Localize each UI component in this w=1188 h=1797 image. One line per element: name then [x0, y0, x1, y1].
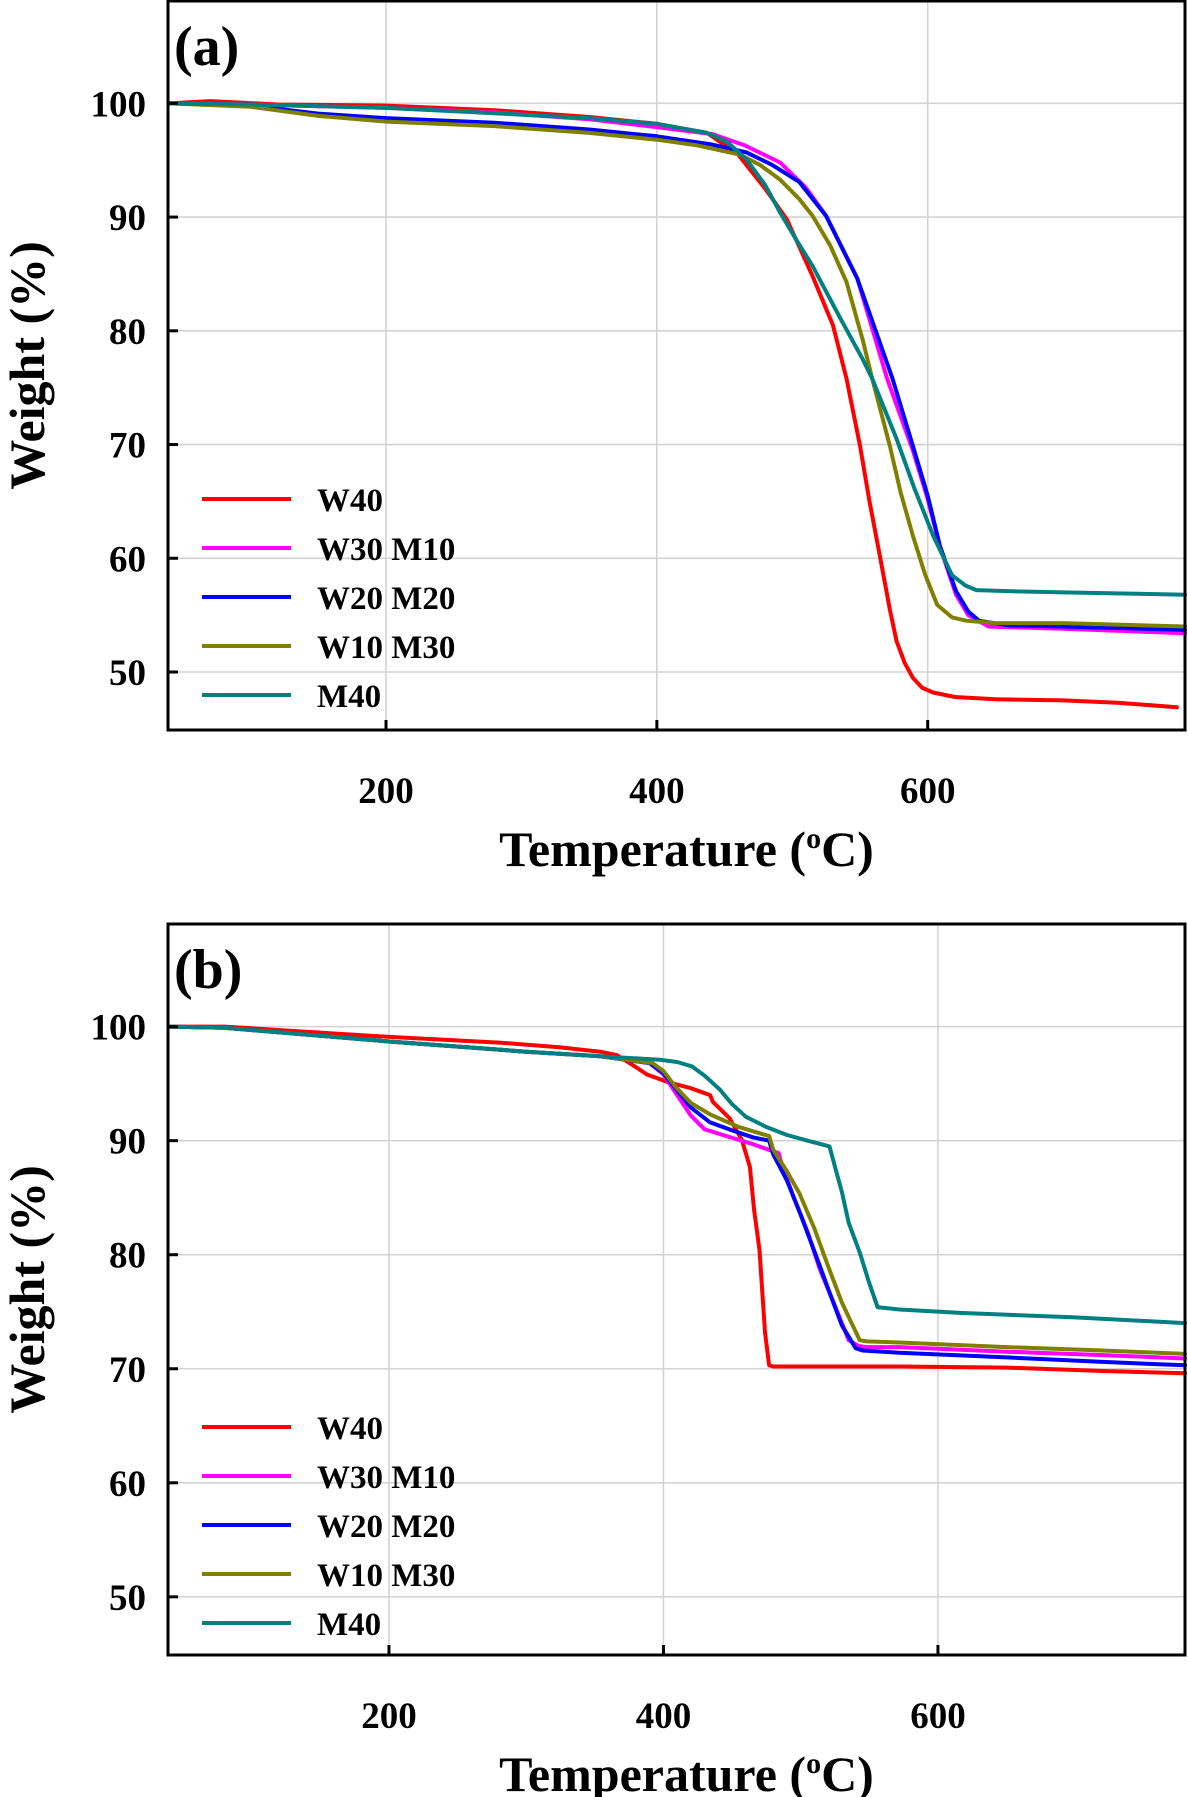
panel-a: 200 400 600 50 60 70 80 90 100 (a) Weight (%) Te… — [0, 0, 1187, 877]
panel-b-series-w30-m10 — [167, 1024, 1187, 1361]
panel-a-series-m40 — [167, 101, 1187, 597]
panel-a-y-tick-label: 90 — [109, 198, 146, 239]
panel-a-x-tick-label: 200 — [358, 771, 414, 812]
panel-a-y-axis-title: Weight (%) — [0, 241, 55, 490]
panel-a-legend-label-w30-m10: W30 M10 — [317, 532, 455, 568]
panel-a-ticks: 200 400 600 50 60 70 80 90 100 — [91, 84, 956, 812]
panel-b-x-axis-title-unit: C) — [821, 1746, 874, 1797]
panel-b-series-w10-m30 — [167, 1024, 1187, 1356]
panel-b-x-axis-title-main: Temperature ( — [499, 1746, 806, 1797]
panel-a-legend-label-w20-m20: W20 M20 — [317, 581, 455, 617]
panel-a-y-tick-label: 100 — [91, 84, 147, 125]
panel-b-legend-label-w40: W40 — [317, 1411, 383, 1447]
panel-b-x-axis-title-degree: o — [806, 1747, 821, 1780]
panel-b-y-tick-label: 90 — [109, 1122, 146, 1163]
panel-b-legend-label-w20-m20: W20 M20 — [317, 1509, 455, 1545]
panel-a-x-axis-title: Temperature (oC) — [499, 821, 874, 877]
panel-b-series — [167, 1024, 1187, 1376]
panel-b-x-axis-title: Temperature (oC) — [499, 1746, 874, 1797]
panel-a-series-w10-m30 — [167, 101, 1187, 629]
panel-b-label: (b) — [174, 939, 242, 1001]
panel-a-series — [167, 99, 1187, 710]
panel-a-x-tick-label: 400 — [629, 771, 685, 812]
panel-b-x-tick-label: 400 — [636, 1696, 692, 1737]
panel-a-legend-label-w40: W40 — [317, 483, 383, 519]
panel-a-grid — [168, 1, 1185, 730]
panel-b-ticks: 200 400 600 50 60 70 80 90 100 — [91, 1008, 966, 1737]
panel-a-y-tick-label: 50 — [109, 653, 146, 694]
panel-b-legend-label-w30-m10: W30 M10 — [317, 1460, 455, 1496]
panel-b-x-tick-label: 600 — [910, 1696, 966, 1737]
panel-b-legend-label-w10-m30: W10 M30 — [317, 1558, 455, 1594]
panel-a-x-axis-title-unit: C) — [821, 821, 874, 877]
panel-a-series-w40 — [167, 99, 1179, 710]
panel-a-frame — [166, 0, 1187, 732]
panel-a-label: (a) — [174, 16, 239, 78]
panel-b: 200 400 600 50 60 70 80 90 100 (b) Weight (%) Te… — [0, 922, 1187, 1797]
panel-a-legend-label-m40: M40 — [317, 679, 381, 715]
panel-a-legend: W40 W30 M10 W20 M20 W10 M30 M40 — [202, 483, 455, 715]
panel-a-y-tick-label: 80 — [109, 312, 146, 353]
panel-a-series-w20-m20 — [167, 101, 1187, 632]
panel-b-y-tick-label: 80 — [109, 1236, 146, 1277]
panel-a-x-axis-title-main: Temperature ( — [499, 821, 806, 877]
panel-a-x-tick-label: 600 — [900, 771, 956, 812]
panel-b-series-w40 — [167, 1024, 1187, 1376]
panel-a-y-tick-label: 60 — [109, 539, 146, 580]
panel-b-y-axis-title: Weight (%) — [0, 1165, 55, 1414]
panel-b-y-tick-label: 50 — [109, 1578, 146, 1619]
panel-a-x-axis-title-degree: o — [806, 822, 821, 855]
panel-b-legend-label-m40: M40 — [317, 1607, 381, 1643]
panel-b-frame — [166, 922, 1187, 1657]
panel-a-legend-label-w10-m30: W10 M30 — [317, 630, 455, 666]
panel-b-legend: W40 W30 M10 W20 M20 W10 M30 M40 — [202, 1411, 455, 1643]
panel-b-y-tick-label: 70 — [109, 1350, 146, 1391]
panel-a-y-tick-label: 70 — [109, 426, 146, 467]
panel-b-y-tick-label: 60 — [109, 1464, 146, 1505]
panel-b-grid — [168, 924, 1185, 1655]
panel-b-y-tick-label: 100 — [91, 1008, 147, 1049]
panel-b-series-m40 — [167, 1024, 1187, 1326]
panel-b-x-tick-label: 200 — [361, 1696, 417, 1737]
